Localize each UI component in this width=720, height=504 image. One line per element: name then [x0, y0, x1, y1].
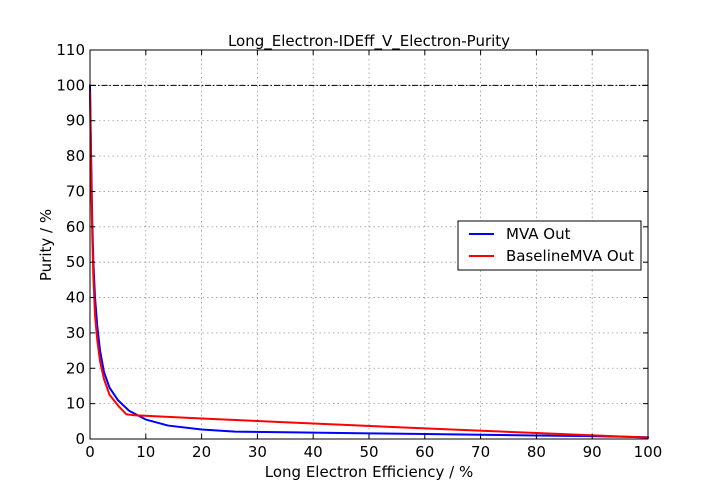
x-tick-label: 30 — [248, 443, 267, 461]
x-tick-label: 80 — [527, 443, 546, 461]
legend-box — [457, 220, 642, 271]
y-tick-label: 90 — [66, 112, 85, 130]
y-tick-label: 0 — [75, 430, 85, 448]
y-tick-label: 60 — [66, 218, 85, 236]
x-tick-label: 70 — [471, 443, 490, 461]
legend-label-mva-out: MVA Out — [506, 225, 571, 243]
x-tick-label: 50 — [359, 443, 378, 461]
y-tick-label: 110 — [56, 41, 85, 59]
x-tick-label: 100 — [634, 443, 663, 461]
x-tick-label: 20 — [192, 443, 211, 461]
y-tick-label: 10 — [66, 395, 85, 413]
y-tick-label: 80 — [66, 147, 85, 165]
x-tick-label: 40 — [304, 443, 323, 461]
y-tick-label: 20 — [66, 359, 85, 377]
x-tick-label: 0 — [85, 443, 95, 461]
y-axis-label: Purity / % — [37, 209, 55, 281]
x-axis-label: Long Electron Efficiency / % — [265, 463, 473, 481]
y-tick-label: 30 — [66, 324, 85, 342]
x-tick-label: 90 — [583, 443, 602, 461]
y-tick-label: 40 — [66, 289, 85, 307]
y-tick-label: 50 — [66, 253, 85, 271]
axis-ticks: 0 10 20 30 40 50 60 70 80 90 100 0 10 20 30 40 50 60 70 80 9… — [56, 41, 662, 461]
legend: MVA Out BaselineMVA Out — [457, 220, 642, 271]
y-tick-label: 100 — [56, 76, 85, 94]
x-tick-label: 60 — [415, 443, 434, 461]
x-tick-label: 10 — [136, 443, 155, 461]
chart-title: Long_Electron-IDEff_V_Electron-Purity — [228, 32, 510, 51]
legend-label-baselinemva-out: BaselineMVA Out — [506, 247, 634, 265]
y-tick-label: 70 — [66, 182, 85, 200]
